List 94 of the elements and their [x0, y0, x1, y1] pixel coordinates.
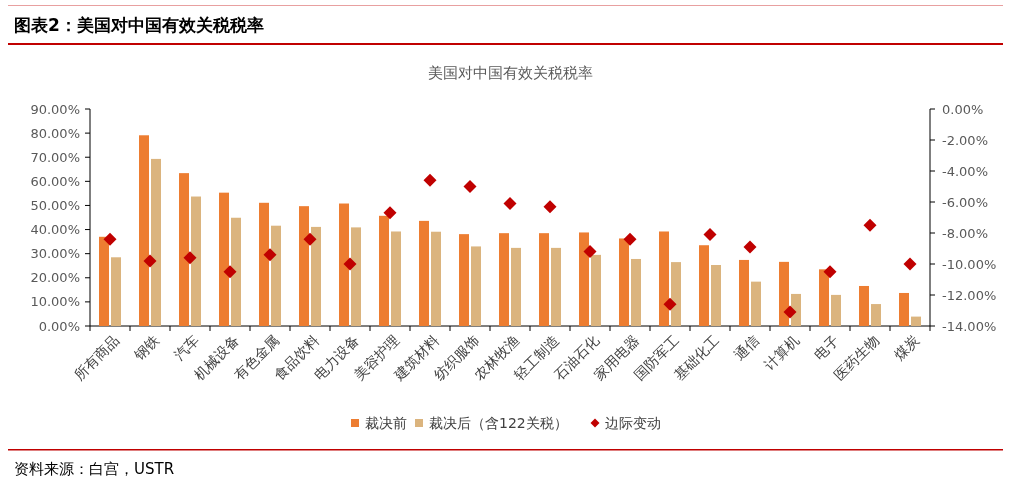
y-tick-label: 50.00% — [30, 197, 80, 213]
x-tick-label: 计算机 — [760, 332, 802, 374]
point — [543, 200, 557, 214]
text: 资料来源：白宫，USTR — [14, 460, 175, 478]
legend-label: 边际变动 — [605, 414, 661, 431]
point — [303, 232, 317, 246]
bar — [379, 215, 389, 326]
bar — [791, 293, 801, 326]
y2-tick-label: -6.00% — [942, 194, 988, 210]
bar — [819, 269, 829, 326]
bar — [179, 173, 189, 326]
bar — [911, 316, 921, 326]
y-tick-label: 70.00% — [30, 149, 80, 165]
bar — [391, 231, 401, 326]
point — [143, 254, 157, 268]
x-tick-label: 通信 — [730, 332, 762, 364]
point — [183, 251, 197, 265]
point — [663, 297, 677, 311]
bar — [551, 247, 561, 326]
bar — [831, 294, 841, 326]
point — [783, 305, 797, 319]
y-tick-label: 30.00% — [30, 246, 80, 262]
bar — [499, 233, 509, 326]
bar — [659, 231, 669, 326]
y2-tick-label: -12.00% — [942, 287, 997, 303]
chart-subtitle: 美国对中国有效关税税率 — [427, 64, 593, 82]
bar — [871, 304, 881, 326]
bar — [711, 265, 721, 326]
bar — [99, 236, 109, 326]
bar — [539, 233, 549, 326]
y-tick-label: 90.00% — [30, 101, 80, 117]
point — [823, 265, 837, 279]
bar — [619, 238, 629, 326]
point — [423, 173, 437, 187]
bar — [751, 281, 761, 326]
y2-tick-label: -8.00% — [942, 225, 988, 241]
x-tick-label: 钢铁 — [129, 332, 162, 365]
bar — [859, 285, 869, 326]
x-tick-label: 汽车 — [170, 332, 202, 364]
point — [503, 197, 517, 211]
y2-tick-label: -14.00% — [942, 318, 997, 334]
y-tick-label: 40.00% — [30, 222, 80, 238]
bar — [671, 262, 681, 326]
bar — [271, 225, 281, 326]
legend-label: 裁决前 — [365, 414, 407, 431]
bar — [299, 206, 309, 326]
point — [583, 245, 597, 259]
bar — [779, 261, 789, 326]
point — [343, 257, 357, 271]
point — [743, 240, 757, 254]
point — [463, 180, 477, 193]
point — [223, 265, 237, 279]
point — [703, 228, 717, 242]
bar — [699, 245, 709, 326]
bar — [591, 254, 601, 326]
bar — [431, 231, 441, 326]
bar — [139, 135, 149, 326]
point — [863, 218, 877, 232]
bar — [351, 227, 361, 326]
y-tick-label: 80.00% — [30, 125, 80, 141]
y2-tick-label: 0.00% — [942, 101, 984, 117]
bar — [459, 234, 469, 326]
bar — [419, 220, 429, 326]
bar — [899, 292, 909, 326]
bar — [311, 226, 321, 326]
y-tick-label: 0.00% — [38, 318, 80, 334]
y-tick-label: 10.00% — [30, 294, 80, 310]
bar — [511, 247, 521, 326]
bar — [631, 258, 641, 326]
chart-title: 图表2：美国对中国有效关税税率 — [14, 15, 264, 35]
x-tick-label: 煤炭 — [890, 332, 922, 364]
point — [903, 257, 917, 271]
bar — [219, 192, 229, 326]
x-tick-label: 所有商品 — [70, 332, 122, 384]
bar — [231, 217, 241, 326]
bar — [111, 257, 121, 326]
point — [103, 232, 117, 246]
point — [263, 248, 277, 262]
bar — [259, 202, 269, 326]
point — [623, 232, 637, 246]
bar — [191, 196, 201, 326]
bar — [471, 246, 481, 326]
y2-tick-label: -4.00% — [942, 163, 988, 179]
y-tick-label: 60.00% — [30, 173, 80, 189]
bar — [339, 203, 349, 326]
y-tick-label: 20.00% — [30, 270, 80, 286]
bar — [739, 259, 749, 326]
point — [383, 206, 397, 220]
bar — [151, 158, 161, 326]
y2-tick-label: -2.00% — [942, 132, 988, 148]
legend-label: 裁决后（含122关税） — [429, 414, 568, 431]
x-tick-label: 电子 — [810, 332, 842, 364]
bar — [579, 232, 589, 326]
y2-tick-label: -10.00% — [942, 256, 997, 272]
